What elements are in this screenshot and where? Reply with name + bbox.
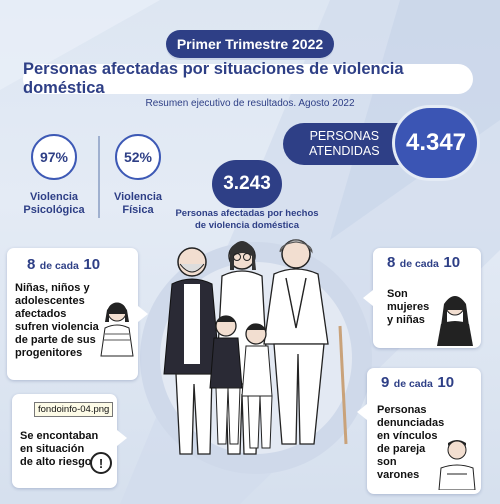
card-riesgo-line: de alto riesgo — [20, 456, 92, 468]
card-mujeres-line: y niñas — [387, 314, 425, 326]
card-ninos-header: 8 de cada 10 — [27, 256, 100, 274]
card-riesgo-line: Se encontaban — [20, 430, 99, 442]
card-varones: 9 de cada 10 Personas denunciadas en vín… — [367, 368, 481, 494]
card-mujeres-num: 8 — [387, 254, 396, 271]
card-ninos-line: adolescentes — [15, 295, 85, 307]
card-ninos: 8 de cada 10 Niñas, niños y adolescentes… — [7, 248, 138, 380]
divider — [98, 136, 100, 218]
card-varones-line: son — [377, 456, 397, 468]
card-mujeres-text: Son mujeres y niñas — [387, 288, 442, 327]
alert-icon: ! — [90, 452, 112, 474]
card-mujeres: 8 de cada 10 Son mujeres y niñas — [373, 248, 481, 348]
card-varones-total: 10 — [437, 374, 455, 391]
afectadas-value: 3.243 — [212, 160, 282, 208]
girl-illustration — [100, 302, 134, 357]
card-mujeres-de-cada: de cada — [399, 258, 439, 270]
card-ninos-line: afectados — [15, 308, 67, 320]
card-ninos-text: Niñas, niños y adolescentes afectados su… — [15, 282, 133, 360]
afectadas-label: Personas afectadas por hechos de violenc… — [172, 208, 322, 232]
card-ninos-de-cada: de cada — [39, 260, 79, 272]
card-mujeres-total: 10 — [443, 254, 461, 271]
card-varones-de-cada: de cada — [393, 378, 433, 390]
fisica-percent: 52% — [115, 134, 161, 180]
atendidas-label-line2: ATENDIDAS — [309, 144, 380, 158]
card-varones-text: Personas denunciadas en vínculos de pare… — [377, 404, 449, 482]
afectadas-label-line1: Personas afectadas por hechos — [175, 208, 319, 219]
card-ninos-line: Niñas, niños y — [15, 282, 90, 294]
page-subtitle: Resumen ejecutivo de resultados. Agosto … — [145, 98, 355, 109]
card-mujeres-line: Son — [387, 288, 408, 300]
family-illustration — [163, 239, 348, 455]
card-riesgo-line: en situación — [20, 443, 85, 455]
woman-illustration — [437, 296, 473, 346]
card-ninos-line: sufren violencia — [15, 321, 99, 333]
card-mujeres-header: 8 de cada 10 — [387, 254, 460, 272]
card-varones-header: 9 de cada 10 — [381, 374, 454, 392]
fisica-label: Violencia Física — [98, 191, 178, 217]
atendidas-value: 4.347 — [395, 108, 477, 178]
card-varones-num: 9 — [381, 374, 390, 391]
afectadas-label-line2: de violencia doméstica — [194, 220, 299, 231]
period-badge: Primer Trimestre 2022 — [166, 30, 334, 58]
card-varones-line: Personas — [377, 404, 427, 416]
atendidas-label-line1: PERSONAS — [309, 129, 380, 143]
card-ninos-total: 10 — [83, 256, 101, 273]
card-ninos-line: progenitores — [15, 347, 83, 359]
man-illustration — [438, 440, 476, 490]
psicologica-label-line2: Psicológica — [23, 204, 85, 216]
page-title: Personas afectadas por situaciones de vi… — [23, 60, 473, 97]
card-varones-line: denunciadas — [377, 417, 445, 429]
card-varones-line: en vínculos — [377, 430, 438, 442]
card-ninos-pointer — [138, 306, 148, 322]
card-riesgo-pointer — [117, 430, 127, 446]
card-varones-line: de pareja — [377, 443, 426, 455]
card-ninos-num: 8 — [27, 256, 36, 273]
card-riesgo-text: Se encontaban en situación de alto riesg… — [20, 430, 100, 469]
psicologica-label-line1: Violencia — [29, 191, 79, 203]
card-ninos-line: de parte de sus — [15, 334, 96, 346]
image-tooltip: fondoinfo-04.png — [34, 402, 114, 417]
fisica-label-line1: Violencia — [113, 191, 163, 203]
fisica-label-line2: Física — [122, 204, 154, 216]
card-mujeres-pointer — [363, 290, 373, 306]
card-varones-pointer — [357, 404, 367, 420]
card-mujeres-line: mujeres — [387, 301, 430, 313]
card-varones-line: varones — [377, 469, 420, 481]
psicologica-percent: 97% — [31, 134, 77, 180]
psicologica-label: Violencia Psicológica — [14, 191, 94, 217]
